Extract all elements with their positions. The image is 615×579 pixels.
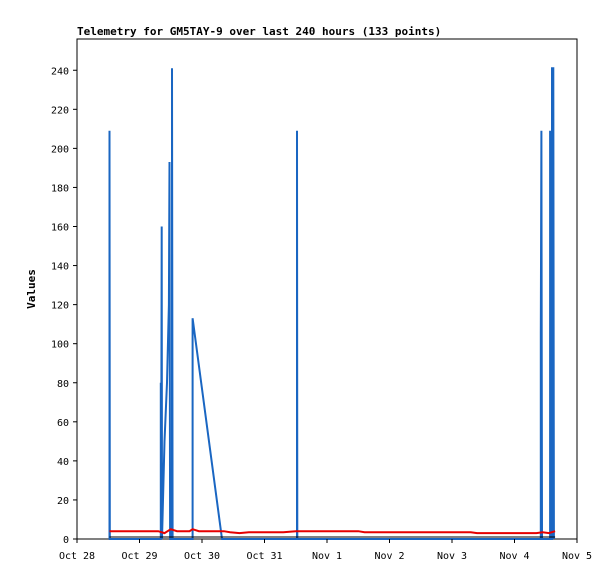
series-layer (108, 67, 556, 540)
x-tick-label: Nov 5 (562, 551, 592, 562)
x-tick-label: Nov 1 (312, 551, 342, 562)
y-tick-label: 60 (57, 418, 69, 429)
x-axis: Oct 28 Oct 29 Oct 30 Oct 31 Nov 1 Nov 2 Nov 3 N… (59, 539, 592, 562)
y-axis: 0 20 40 60 80 100 120 140 160 180 200 220 240 (51, 66, 77, 546)
y-tick-label: 180 (51, 183, 69, 194)
y-tick-label: 100 (51, 340, 69, 351)
y-tick-label: 220 (51, 105, 69, 116)
x-tick-label: Nov 4 (499, 551, 529, 562)
x-tick-label: Oct 28 (59, 551, 95, 562)
y-tick-label: 240 (51, 66, 69, 77)
y-tick-label: 120 (51, 301, 69, 312)
x-tick-label: Oct 29 (121, 551, 157, 562)
y-tick-label: 160 (51, 223, 69, 234)
chart-title: Telemetry for GM5TAY-9 over last 240 hou… (77, 25, 441, 38)
y-tick-label: 80 (57, 379, 69, 390)
y-tick-label: 20 (57, 496, 69, 507)
x-tick-label: Nov 3 (437, 551, 467, 562)
plot-area (76, 38, 578, 540)
x-tick-label: Oct 31 (246, 551, 282, 562)
y-tick-label: 40 (57, 457, 69, 468)
series-line-red (109, 528, 556, 535)
x-tick-label: Oct 30 (184, 551, 220, 562)
y-tick-label: 0 (63, 535, 69, 546)
y-axis-label: Values (25, 269, 38, 309)
y-tick-label: 200 (51, 144, 69, 155)
series-line-blue (108, 67, 555, 540)
x-tick-label: Nov 2 (374, 551, 404, 562)
y-tick-label: 140 (51, 262, 69, 273)
